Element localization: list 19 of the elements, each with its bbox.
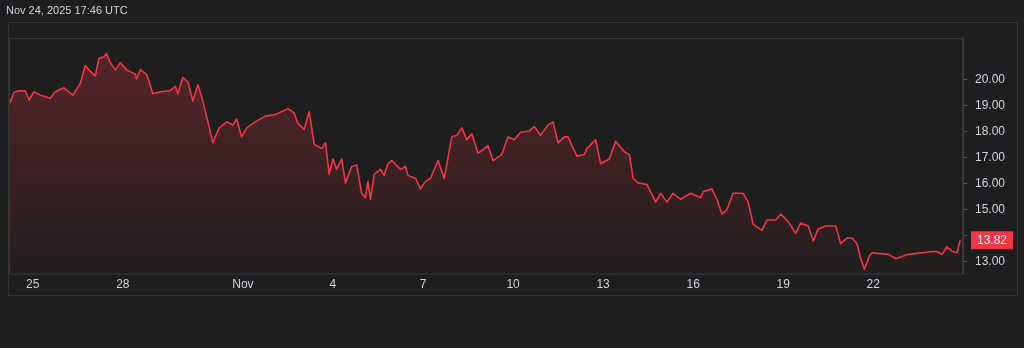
y-tick-label: 18.00 [975, 124, 1006, 139]
text: Nov 24, 2025 17:46 UTC [6, 4, 128, 16]
y-tick-label: 20.00 [975, 72, 1006, 87]
x-tick-label: 22 [866, 277, 881, 292]
x-tick-label: 28 [116, 277, 130, 292]
data-label: 13.82 [977, 232, 1008, 247]
y-tick-label: 13.00 [975, 253, 1006, 268]
x-tick-label: 13 [596, 277, 611, 292]
x-tick-label: 19 [776, 277, 791, 292]
x-tick-label: 7 [419, 277, 427, 292]
x-tick-label: 4 [329, 277, 337, 292]
x-tick-label: Nov [232, 277, 254, 292]
x-tick-label: 25 [26, 277, 40, 292]
x-tick-label: 16 [686, 277, 701, 292]
y-tick-label: 17.00 [975, 150, 1006, 165]
y-tick-label: 16.00 [975, 175, 1006, 190]
x-tick-label: 10 [506, 277, 521, 292]
y-tick-label: 15.00 [975, 201, 1006, 216]
y-tick-label: 19.00 [975, 98, 1006, 113]
